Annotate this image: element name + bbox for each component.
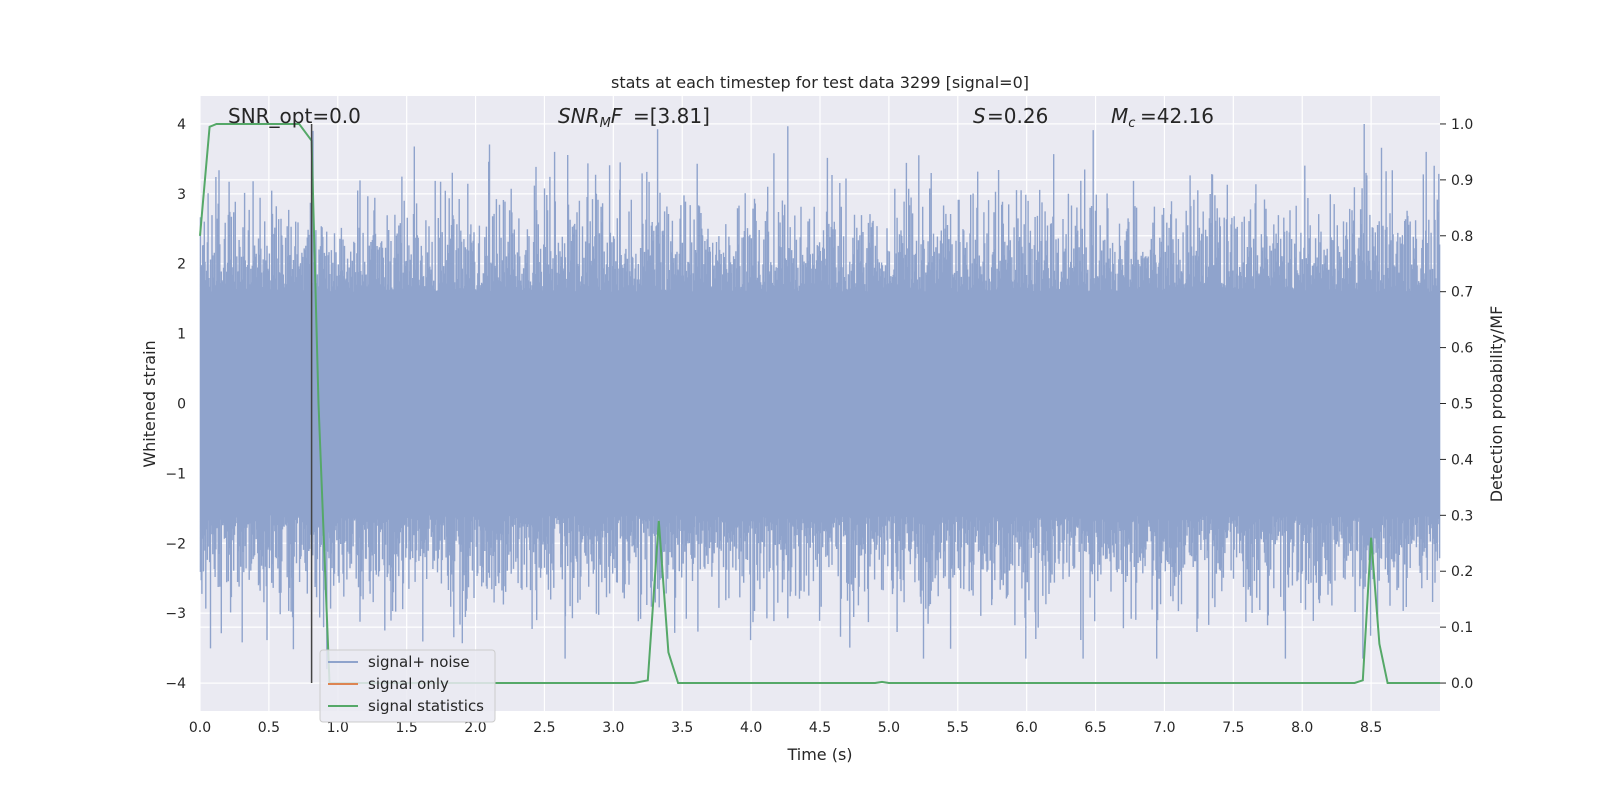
annotation-snr-mf: SNRMF =[3.81]: [558, 104, 710, 131]
chart-title: stats at each timestep for test data 329…: [611, 73, 1029, 92]
annotation-snr-opt: SNR_opt=0.0: [228, 104, 361, 128]
left-y-tick-label: −2: [165, 536, 186, 552]
right-y-tick-label: 0.6: [1451, 341, 1473, 357]
x-tick-label: 7.5: [1222, 720, 1244, 736]
left-y-tick-label: −4: [165, 676, 186, 692]
x-tick-label: 3.0: [602, 720, 624, 736]
x-tick-label: 8.0: [1291, 720, 1313, 736]
left-y-tick-label: −1: [165, 466, 186, 482]
x-tick-label: 2.5: [533, 720, 555, 736]
right-y-tick-label: 0.4: [1451, 452, 1473, 468]
legend-label-signal-only: signal only: [368, 675, 449, 693]
left-y-tick-labels: 4 3 2 1 0 −1 −2 −3 −4: [165, 117, 186, 692]
right-y-tick-label: 1.0: [1451, 117, 1473, 133]
x-tick-labels: 0.0 0.5 1.0 1.5 2.0 2.5 3.0 3.5 4.0 4.5 5.0 5.5 6.0 6…: [189, 720, 1382, 736]
noise-trace: [199, 124, 1441, 670]
x-tick-label: 1.0: [327, 720, 349, 736]
x-tick-label: 4.5: [809, 720, 831, 736]
right-y-tick-label: 0.7: [1451, 285, 1473, 301]
right-y-tick-label: 0.3: [1451, 508, 1473, 524]
x-tick-label: 5.5: [947, 720, 969, 736]
left-y-tick-label: −3: [165, 606, 186, 622]
right-y-tick-labels: 1.0 0.9 0.8 0.7 0.6 0.5 0.4 0.3 0.2 0.1 0.0: [1440, 117, 1473, 692]
x-tick-label: 1.5: [396, 720, 418, 736]
right-y-tick-label: 0.0: [1451, 676, 1473, 692]
series-signal-statistics: [199, 123, 1440, 684]
right-y-tick-label: 0.5: [1451, 397, 1473, 413]
right-y-tick-label: 0.9: [1451, 173, 1473, 189]
annotation-mc-symbol: Mc: [1111, 104, 1135, 131]
x-tick-label: 3.5: [671, 720, 693, 736]
annotation-s-symbol: S: [973, 104, 986, 128]
annotation-snr-mf-value: =[3.81]: [633, 104, 710, 128]
left-y-axis-label: Whitened strain: [140, 340, 159, 467]
left-y-tick-label: 3: [177, 187, 186, 203]
legend-label-signal-plus-noise: signal+ noise: [368, 653, 470, 671]
right-y-tick-label: 0.2: [1451, 564, 1473, 580]
x-tick-label: 4.0: [740, 720, 762, 736]
x-tick-label: 0.5: [258, 720, 280, 736]
x-tick-label: 2.0: [464, 720, 486, 736]
x-tick-label: 6.0: [1016, 720, 1038, 736]
left-y-tick-label: 4: [177, 117, 186, 133]
legend: signal+ noise signal only signal statist…: [319, 649, 496, 723]
right-y-axis-label: Detection probability/MF: [1487, 306, 1506, 503]
legend-box: [319, 649, 496, 723]
right-y-tick-label: 0.8: [1451, 229, 1473, 245]
annotation-mc-value: =42.16: [1140, 104, 1214, 128]
x-tick-label: 8.5: [1360, 720, 1382, 736]
x-axis-label: Time (s): [786, 745, 852, 764]
annotation-mc: Mc =42.16: [1111, 104, 1214, 131]
x-tick-label: 0.0: [189, 720, 211, 736]
left-y-tick-label: 0: [177, 397, 186, 413]
signal-statistics-line: [199, 123, 1440, 684]
annotation-s: S =0.26: [973, 104, 1048, 128]
right-y-tick-label: 0.1: [1451, 620, 1473, 636]
left-y-tick-label: 1: [177, 327, 186, 343]
left-y-tick-label: 2: [177, 257, 186, 273]
annotation-snr-mf-symbol: SNRMF: [558, 104, 623, 131]
annotation-s-value: =0.26: [987, 104, 1048, 128]
x-tick-label: 5.0: [878, 720, 900, 736]
series-signal-plus-noise: [199, 124, 1441, 670]
legend-label-signal-statistics: signal statistics: [368, 697, 484, 715]
x-tick-label: 7.0: [1153, 720, 1175, 736]
x-tick-label: 6.5: [1084, 720, 1106, 736]
